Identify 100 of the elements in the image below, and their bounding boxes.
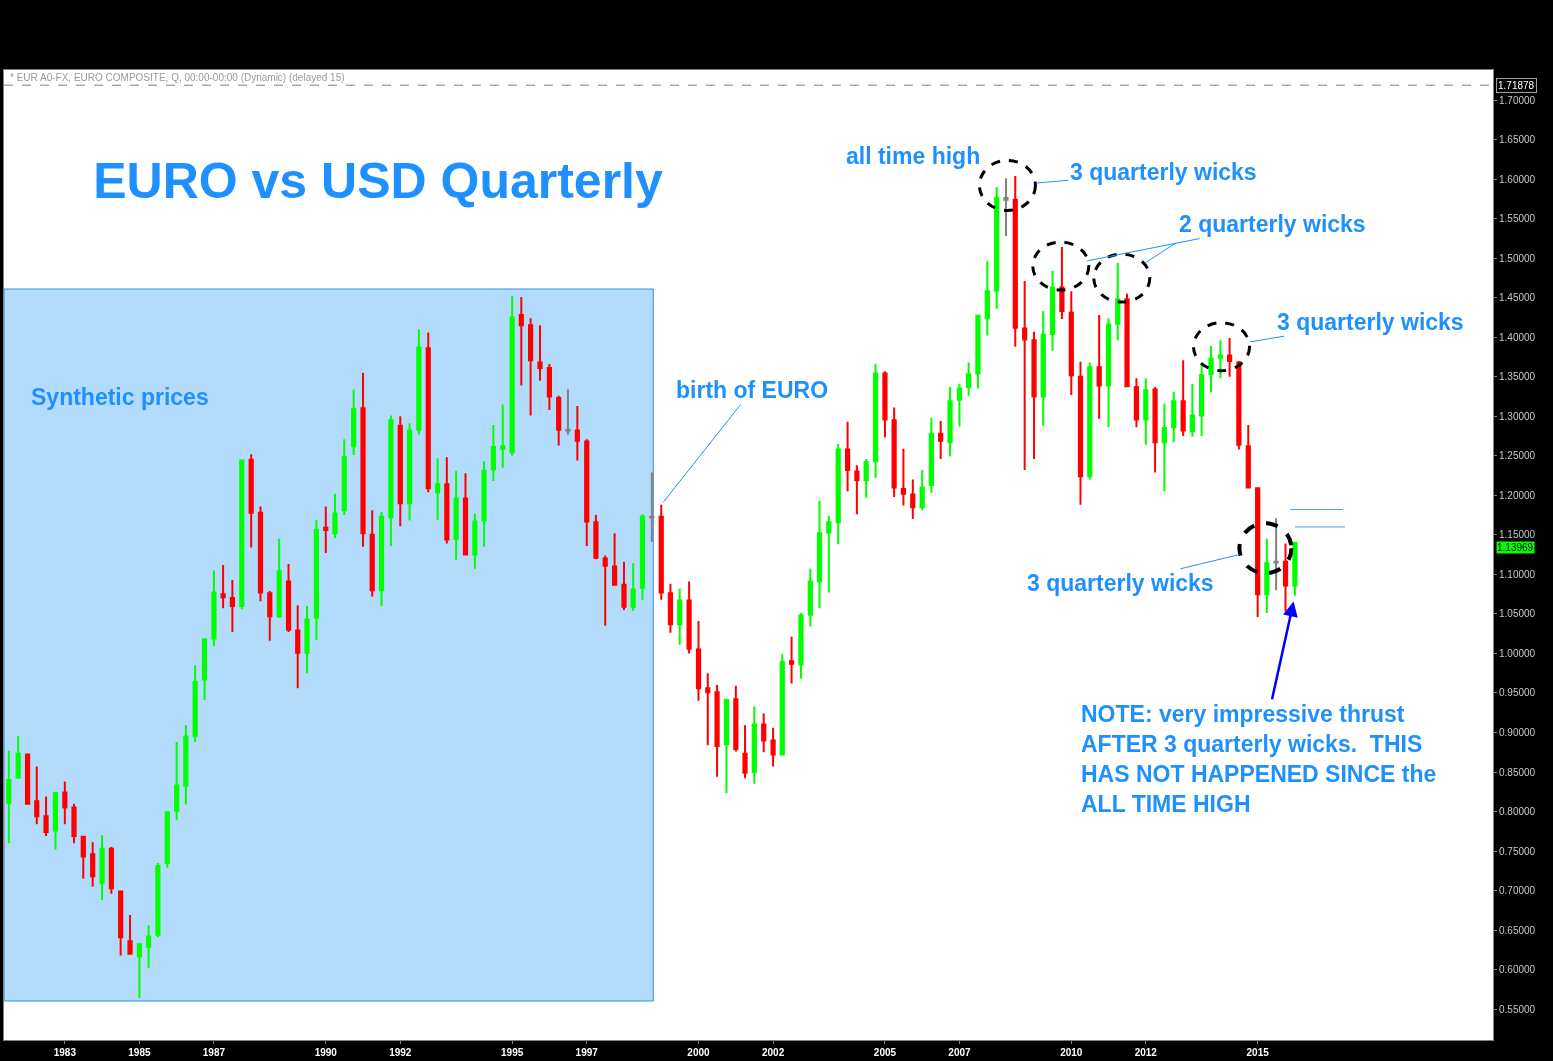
x-tick-label: 1992 <box>389 1047 412 1058</box>
candlestick <box>378 510 385 607</box>
candlestick <box>1292 540 1298 597</box>
x-tick-label: 1985 <box>128 1047 151 1058</box>
candlestick <box>966 361 972 397</box>
x-tick-label: 1987 <box>202 1047 226 1058</box>
candlestick <box>742 724 748 780</box>
candlestick <box>71 802 77 845</box>
candlestick <box>1152 386 1158 474</box>
candlestick <box>593 514 599 561</box>
candlestick <box>43 795 49 838</box>
y-tick-label: 0.95000 <box>1499 687 1536 699</box>
y-tick-label: 1.65000 <box>1499 134 1536 146</box>
candlestick <box>1217 339 1224 380</box>
candlestick <box>462 472 469 557</box>
annotation: 3 quarterly wicks <box>1277 309 1464 335</box>
candlestick <box>686 580 692 655</box>
candlestick <box>1282 542 1289 613</box>
y-tick-label: 0.70000 <box>1499 885 1536 897</box>
annotation: all time high <box>846 143 981 169</box>
candlestick <box>229 578 236 634</box>
candlestick <box>1031 330 1037 460</box>
x-tick-label: 2010 <box>1060 1047 1083 1058</box>
y-tick-label: 1.45000 <box>1499 292 1536 304</box>
candlestick <box>239 458 245 611</box>
annotation: 3 quarterly wicks <box>1027 570 1214 596</box>
candlestick <box>201 637 208 702</box>
y-tick-label: 1.70000 <box>1499 94 1536 106</box>
candlestick <box>1180 359 1186 438</box>
x-tick-label: 2007 <box>948 1047 972 1058</box>
candlestick <box>52 790 59 851</box>
candlestick <box>118 890 124 957</box>
x-tick-label: 1990 <box>314 1047 338 1058</box>
candlestick <box>863 457 869 499</box>
candlestick <box>1049 269 1056 352</box>
candlestick <box>761 712 767 754</box>
candlestick <box>919 469 925 512</box>
y-tick-label: 1.10000 <box>1499 568 1536 580</box>
y-tick-label: 1.15000 <box>1499 529 1536 541</box>
candlestick <box>816 499 823 610</box>
candlestick <box>295 604 301 690</box>
candlestick <box>1171 390 1177 444</box>
candlestick <box>518 295 524 387</box>
x-tick-label: 1995 <box>501 1047 524 1058</box>
candlestick <box>910 478 916 521</box>
candlestick <box>1236 359 1242 451</box>
candlestick <box>788 635 795 685</box>
candlestick <box>677 587 683 646</box>
band-label: Synthetic prices <box>31 384 209 410</box>
candlestick <box>406 422 413 522</box>
candlestick <box>984 260 990 337</box>
candlestick <box>723 698 730 795</box>
candlestick <box>1143 377 1149 446</box>
candlestick <box>425 331 431 494</box>
candlestick <box>34 765 40 826</box>
y-tick-label: 0.90000 <box>1499 726 1536 738</box>
candlestick <box>1096 314 1102 420</box>
candlestick <box>369 509 375 598</box>
candlestick <box>509 295 515 457</box>
candlestick <box>62 780 68 826</box>
candlestick <box>351 388 357 456</box>
candlestick <box>146 924 152 970</box>
candlestick <box>1161 402 1167 493</box>
candlestick <box>1133 377 1140 429</box>
text: 1.13969 <box>1497 542 1534 553</box>
x-tick-label: 2012 <box>1134 1047 1158 1058</box>
candlestick <box>472 512 478 570</box>
x-tick-label: 2000 <box>687 1047 711 1058</box>
annotation: 3 quarterly wicks <box>1070 159 1257 185</box>
candlestick <box>956 382 963 428</box>
candlestick <box>770 726 776 768</box>
candlestick <box>584 438 590 547</box>
candlestick <box>835 442 841 546</box>
candlestick <box>947 386 953 458</box>
candlestick <box>490 423 496 483</box>
y-tick-label: 1.30000 <box>1499 410 1536 422</box>
x-tick-label: 1997 <box>575 1047 599 1058</box>
candlestick <box>444 456 450 545</box>
candlestick <box>639 513 646 601</box>
candlestick <box>276 537 282 619</box>
candlestick <box>90 841 96 888</box>
candlestick <box>938 420 944 460</box>
candlestick <box>537 324 543 382</box>
candlestick <box>900 447 907 507</box>
candlestick <box>658 503 664 601</box>
candlestick <box>779 653 785 756</box>
y-tick-label: 1.60000 <box>1499 173 1536 185</box>
candlestick <box>556 394 562 447</box>
candlestick <box>872 363 879 479</box>
candlestick <box>360 371 366 548</box>
candlestick <box>695 620 702 702</box>
candlestick <box>621 560 627 611</box>
y-tick-label: 1.00000 <box>1499 647 1536 659</box>
x-tick-label: 2015 <box>1246 1047 1270 1058</box>
candlestick <box>1040 310 1046 427</box>
annotation: NOTE: very impressive thrust AFTER 3 quarterly wicks. THIS HAS NOT HAPPENED SINCE the ALL TIME HIGH <box>1081 701 1437 817</box>
y-tick-label: 1.05000 <box>1499 608 1536 620</box>
candlestick <box>1199 363 1205 438</box>
y-tick-label: 1.40000 <box>1499 331 1536 343</box>
candlestick <box>1022 280 1028 472</box>
